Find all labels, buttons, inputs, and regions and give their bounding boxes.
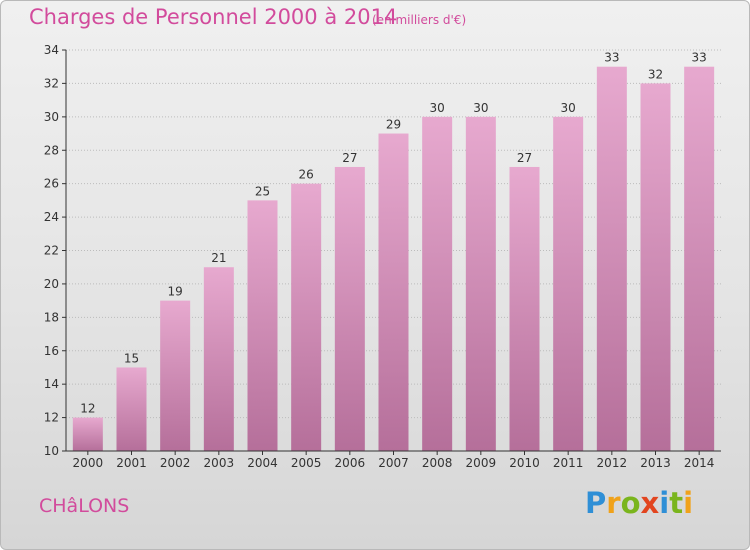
x-tick-label: 2009 bbox=[466, 456, 497, 470]
x-tick-label: 2001 bbox=[116, 456, 147, 470]
bar bbox=[553, 116, 584, 451]
chart-title: Charges de Personnel 2000 à 2014 bbox=[29, 5, 398, 29]
bars bbox=[72, 66, 715, 452]
y-tick-label: 32 bbox=[44, 76, 59, 90]
y-tick-label: 20 bbox=[44, 277, 59, 291]
data-label: 26 bbox=[299, 168, 314, 182]
axes: 10 12 14 16 18 20 22 24 26 28 30 32 34 2000 2001 2002 20… bbox=[44, 43, 721, 470]
bar bbox=[684, 66, 715, 451]
data-label: 30 bbox=[473, 101, 488, 115]
data-label: 15 bbox=[124, 351, 139, 365]
bar bbox=[640, 83, 671, 452]
x-tick-label: 2003 bbox=[204, 456, 235, 470]
bar bbox=[116, 367, 147, 451]
y-tick-label: 10 bbox=[44, 444, 59, 458]
bar bbox=[465, 116, 496, 451]
y-tick-label: 18 bbox=[44, 310, 59, 324]
y-tick-label: 24 bbox=[44, 210, 59, 224]
y-tick-label: 30 bbox=[44, 110, 59, 124]
bar bbox=[247, 200, 278, 451]
x-tick-label: 2008 bbox=[422, 456, 453, 470]
bar bbox=[203, 267, 234, 451]
bar bbox=[509, 166, 540, 452]
data-label: 12 bbox=[80, 402, 95, 416]
x-tick-label: 2006 bbox=[335, 456, 366, 470]
bar bbox=[291, 183, 322, 451]
data-label: 27 bbox=[517, 151, 532, 165]
x-tick-label: 2010 bbox=[509, 456, 540, 470]
chart-subtitle: (en milliers d'€) bbox=[372, 13, 467, 27]
data-labels: 12 15 19 21 25 26 27 29 30 30 27 30 33 32 33 bbox=[80, 51, 707, 416]
data-label: 30 bbox=[430, 101, 445, 115]
x-tick-label: 2007 bbox=[378, 456, 409, 470]
data-label: 33 bbox=[604, 51, 619, 65]
bar bbox=[334, 166, 365, 452]
x-tick-label: 2000 bbox=[73, 456, 104, 470]
x-tick-label: 2005 bbox=[291, 456, 322, 470]
y-tick-label: 28 bbox=[44, 143, 59, 157]
commune-name: CHâLONS bbox=[39, 495, 130, 517]
x-tick-label: 2012 bbox=[597, 456, 628, 470]
data-label: 27 bbox=[342, 151, 357, 165]
y-tick-label: 14 bbox=[44, 377, 59, 391]
x-tick-label: 2004 bbox=[247, 456, 278, 470]
bar bbox=[596, 66, 627, 451]
data-label: 32 bbox=[648, 67, 663, 81]
bar bbox=[72, 417, 103, 451]
y-tick-label: 22 bbox=[44, 244, 59, 258]
data-label: 29 bbox=[386, 118, 401, 132]
data-label: 33 bbox=[692, 51, 707, 65]
x-tick-label: 2013 bbox=[640, 456, 671, 470]
data-label: 21 bbox=[211, 251, 226, 265]
bar bbox=[422, 116, 453, 451]
bar bbox=[378, 133, 409, 451]
data-label: 25 bbox=[255, 184, 270, 198]
y-tick-label: 26 bbox=[44, 177, 59, 191]
bar bbox=[160, 300, 191, 451]
x-tick-label: 2002 bbox=[160, 456, 191, 470]
y-tick-label: 12 bbox=[44, 411, 59, 425]
x-tick-label: 2014 bbox=[684, 456, 715, 470]
proxiti-logo: Proxiti bbox=[585, 486, 694, 520]
y-tick-label: 16 bbox=[44, 344, 59, 358]
y-tick-label: 34 bbox=[44, 43, 59, 57]
x-tick-label: 2011 bbox=[553, 456, 584, 470]
data-label: 30 bbox=[561, 101, 576, 115]
data-label: 19 bbox=[168, 285, 183, 299]
